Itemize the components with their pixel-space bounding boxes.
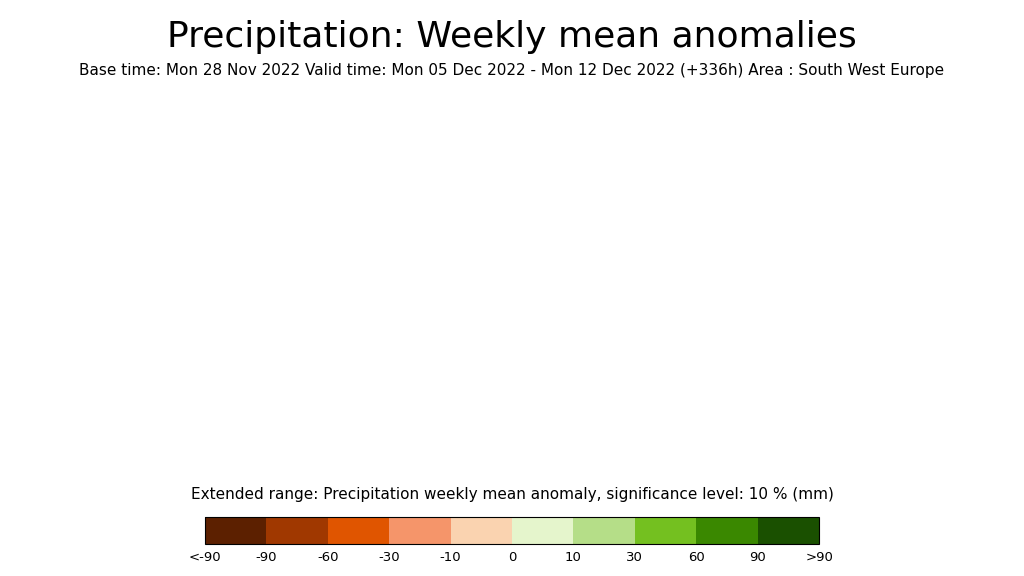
Text: -10: -10	[439, 551, 462, 564]
Text: Base time: Mon 28 Nov 2022 Valid time: Mon 05 Dec 2022 - Mon 12 Dec 2022 (+336h): Base time: Mon 28 Nov 2022 Valid time: M…	[80, 63, 944, 78]
Text: 90: 90	[750, 551, 766, 564]
Text: Precipitation: Weekly mean anomalies: Precipitation: Weekly mean anomalies	[167, 20, 857, 55]
Text: <-90: <-90	[188, 551, 221, 564]
Text: >90: >90	[805, 551, 834, 564]
Text: 10: 10	[565, 551, 582, 564]
Text: -90: -90	[256, 551, 276, 564]
Text: Extended range: Precipitation weekly mean anomaly, significance level: 10 % (mm): Extended range: Precipitation weekly mea…	[190, 487, 834, 502]
Text: -60: -60	[317, 551, 338, 564]
Text: 0: 0	[508, 551, 516, 564]
Text: -30: -30	[378, 551, 400, 564]
Text: 60: 60	[688, 551, 705, 564]
Text: 30: 30	[627, 551, 643, 564]
